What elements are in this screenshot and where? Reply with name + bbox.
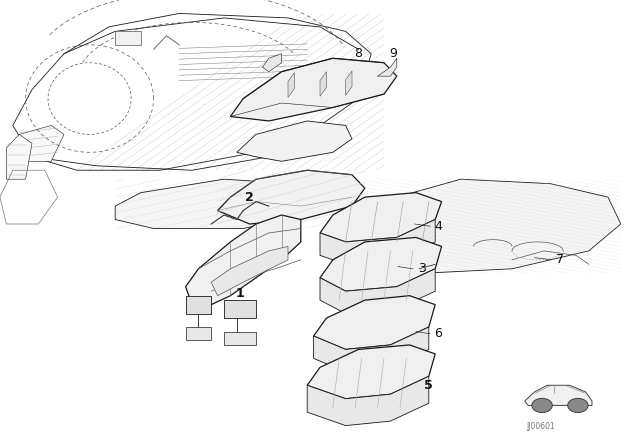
Polygon shape [307,345,435,399]
Polygon shape [115,31,141,45]
Polygon shape [19,125,64,161]
Polygon shape [262,54,282,72]
Text: 7: 7 [556,253,564,267]
Polygon shape [186,327,211,340]
Polygon shape [314,296,435,349]
Polygon shape [320,269,435,314]
Polygon shape [186,296,211,314]
Polygon shape [288,73,294,98]
Text: 5: 5 [424,379,433,392]
Polygon shape [314,327,429,372]
Polygon shape [6,134,32,179]
Circle shape [532,398,552,413]
Circle shape [568,398,588,413]
Text: 9: 9 [390,47,397,60]
Polygon shape [211,246,288,296]
Polygon shape [115,179,320,228]
Polygon shape [237,121,352,161]
Polygon shape [13,13,371,170]
Polygon shape [186,215,301,305]
Polygon shape [218,170,365,224]
Text: 8: 8 [355,47,362,60]
Polygon shape [320,72,326,96]
Polygon shape [224,300,256,318]
Polygon shape [378,58,397,76]
Text: 1: 1 [236,287,244,300]
Text: 3: 3 [419,262,426,276]
Polygon shape [320,193,442,242]
Polygon shape [230,58,397,121]
Polygon shape [320,220,435,264]
Text: 2: 2 [245,190,254,204]
Polygon shape [346,71,352,95]
Polygon shape [307,376,429,426]
Polygon shape [224,332,256,345]
Polygon shape [358,179,621,273]
Polygon shape [320,237,442,291]
Text: 4: 4 [435,220,442,233]
Text: 6: 6 [435,327,442,340]
Text: JJ00601: JJ00601 [527,422,555,431]
Polygon shape [525,385,592,405]
